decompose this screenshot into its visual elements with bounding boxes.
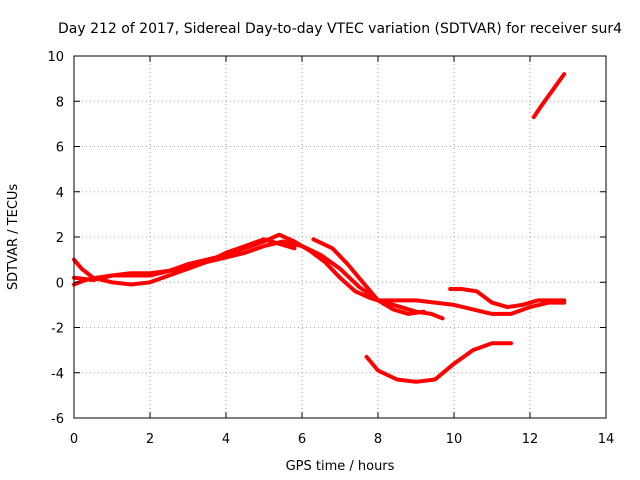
x-tick-label: 8 xyxy=(374,432,382,447)
x-axis-label: GPS time / hours xyxy=(286,459,395,474)
series-line-track-2 xyxy=(72,239,567,316)
series-line-track-6 xyxy=(364,341,513,384)
y-tick-label: -2 xyxy=(51,322,64,337)
series-line-track-4 xyxy=(311,237,426,316)
y-axis-label: SDTVAR / TECUs xyxy=(6,184,21,291)
y-tick-label: 6 xyxy=(56,141,64,156)
x-tick-label: 4 xyxy=(222,432,230,447)
y-tick-label: -6 xyxy=(51,412,64,427)
data-series xyxy=(72,72,567,384)
x-tick-label: 0 xyxy=(70,432,78,447)
x-tick-label: 14 xyxy=(598,432,615,447)
x-tick-label: 2 xyxy=(146,432,154,447)
series-line-track-5 xyxy=(448,287,567,310)
y-tick-label: 0 xyxy=(56,276,64,291)
chart-title: Day 212 of 2017, Sidereal Day-to-day VTE… xyxy=(58,21,622,37)
axis-ticks: 0 2 4 6 8 10 12 14 -6 -4 -2 0 2 4 6 8 10 xyxy=(47,50,614,447)
x-tick-label: 10 xyxy=(446,432,463,447)
series-line-track-7 xyxy=(531,72,567,120)
series-line-track-3 xyxy=(72,237,297,282)
grid xyxy=(74,56,606,418)
y-tick-label: 2 xyxy=(56,231,64,246)
y-tick-label: 8 xyxy=(56,95,64,110)
y-tick-label: -4 xyxy=(51,367,64,382)
y-tick-label: 10 xyxy=(47,50,64,65)
y-tick-label: 4 xyxy=(56,186,64,201)
x-tick-label: 12 xyxy=(522,432,539,447)
x-tick-label: 6 xyxy=(298,432,306,447)
